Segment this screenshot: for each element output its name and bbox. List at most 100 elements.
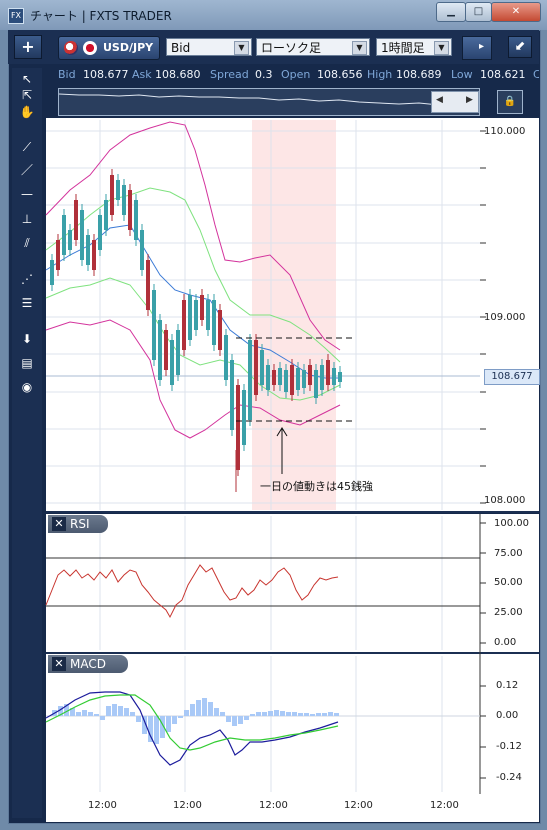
navigator-lock-button[interactable]: 🔒 [497,90,523,114]
crosshair-tool[interactable]: ⇱ [16,86,38,104]
candle [116,180,120,200]
macd-histogram-bar [166,716,171,732]
candle [152,290,156,360]
us-flag-icon [64,41,78,55]
candle [200,295,204,320]
navigator-scroll-thumb[interactable]: ◀ ▶ [431,91,479,113]
current-price-marker: 108.677 [484,369,540,385]
macd-histogram-bar [310,714,315,716]
chart-type-select[interactable]: ローソク足 ▼ [256,38,370,56]
rsi-pane[interactable] [46,514,539,652]
scroll-left-icon[interactable]: ◀ [436,95,443,105]
fibonacci-retracement-tool[interactable]: ☰ [16,294,38,312]
macd-histogram-bar [232,716,237,726]
candle [176,330,180,375]
macd-histogram-bar [322,713,327,716]
indicator-list-tool[interactable]: ▤ [16,354,38,372]
rsi-line [45,564,339,619]
high-value: 108.689 [396,68,442,81]
close-button[interactable]: ✕ [491,2,541,22]
vertical-line-tool[interactable]: ⊥ [16,210,38,228]
candle [302,370,306,388]
trend-tool[interactable]: ⟋ [16,138,38,156]
candle [272,370,276,385]
macd-histogram-bar [250,714,255,716]
macd-histogram-bar [304,713,309,716]
add-chart-button[interactable]: + [14,35,42,59]
line-tool[interactable]: ／ [16,161,38,179]
candle [278,368,282,385]
currency-pair-button[interactable]: USD/JPY [58,36,160,60]
cursor-tool[interactable]: ↖ [16,70,38,88]
candle [290,365,294,395]
title-bar: FX チャート | FXTS TRADER ▁ □ ✕ [0,0,547,30]
candle [296,368,300,390]
candle [140,230,144,270]
macd-histogram-bar [280,711,285,716]
candle [86,235,90,265]
macd-histogram-bar [196,700,201,716]
annotation-arrowhead [276,427,288,437]
horizontal-line-tool[interactable]: — [16,185,38,203]
fan-icon: ⋰ [21,272,33,286]
bollinger-upper [45,121,341,351]
close-indicator-icon[interactable]: ✕ [52,517,66,531]
range-annotation: 一日の値動きは45銭強 [260,480,373,493]
macd-histogram-bar [118,706,123,716]
lock-icon: 🔒 [503,96,517,107]
candle [194,300,198,330]
candle [158,320,162,380]
macd-histogram-bar [106,706,111,716]
macd-histogram-bar [142,716,147,734]
rsi-tick-label: 100.00 [494,518,529,529]
candle [266,365,270,390]
chart-navigator[interactable]: ◀ ▶ [58,88,480,116]
candle [104,200,108,230]
macd-histogram-bar [268,711,273,716]
channel-tool[interactable]: ⫽ [16,234,38,252]
macd-histogram-bar [154,716,159,744]
low-value: 108.621 [480,68,526,81]
bollinger-lower [45,319,341,439]
arrow-diagonal-icon: ⬋ [514,39,526,54]
time-tick-label: 12:00 [173,800,202,811]
rsi-tick-label: 50.00 [494,577,523,588]
candle [248,340,252,420]
macd-histogram-bar [124,708,129,716]
camera-icon: ◉ [21,380,33,394]
rsi-label: ✕ RSI [48,515,108,533]
scroll-right-icon[interactable]: ▶ [466,95,473,105]
macd-histogram-bar [262,712,267,716]
macd-histogram-bar [100,716,105,720]
rsi-tick-label: 75.00 [494,548,523,559]
macd-histogram-bar [328,712,333,716]
panel-toggle-button[interactable]: ▸ [462,36,492,60]
window-title: チャート | FXTS TRADER [30,9,172,23]
low-label: Low [451,68,473,81]
candle [56,240,60,270]
screenshot-tool[interactable]: ◉ [16,378,38,396]
price-axis [480,118,539,512]
price-tick-label: 109.000 [484,312,526,323]
macd-histogram-bar [226,716,231,722]
macd-histogram-bar [172,716,177,724]
navigator-line [59,93,479,107]
currency-pair-label: USD/JPY [103,41,154,54]
period-select[interactable]: 1時間足 ▼ [376,38,452,56]
chevron-down-icon: ▼ [234,41,249,55]
hand-tool[interactable]: ✋ [16,103,38,121]
candle [284,370,288,392]
close-indicator-icon[interactable]: ✕ [52,657,66,671]
macd-tick-label: 0.12 [496,680,519,691]
detach-chart-button[interactable]: ⬋ [508,36,532,58]
download-tool[interactable]: ⬇ [16,330,38,348]
macd-histogram-bar [274,710,279,716]
candle [230,360,234,430]
macd-histogram-bar [82,710,87,716]
macd-histogram-bar [160,716,165,738]
candle [254,340,258,395]
macd-pane[interactable] [46,654,539,794]
bid-value: 108.677 [83,68,129,81]
price-type-select[interactable]: Bid ▼ [166,38,252,56]
fibonacci-fan-tool[interactable]: ⋰ [16,270,38,288]
